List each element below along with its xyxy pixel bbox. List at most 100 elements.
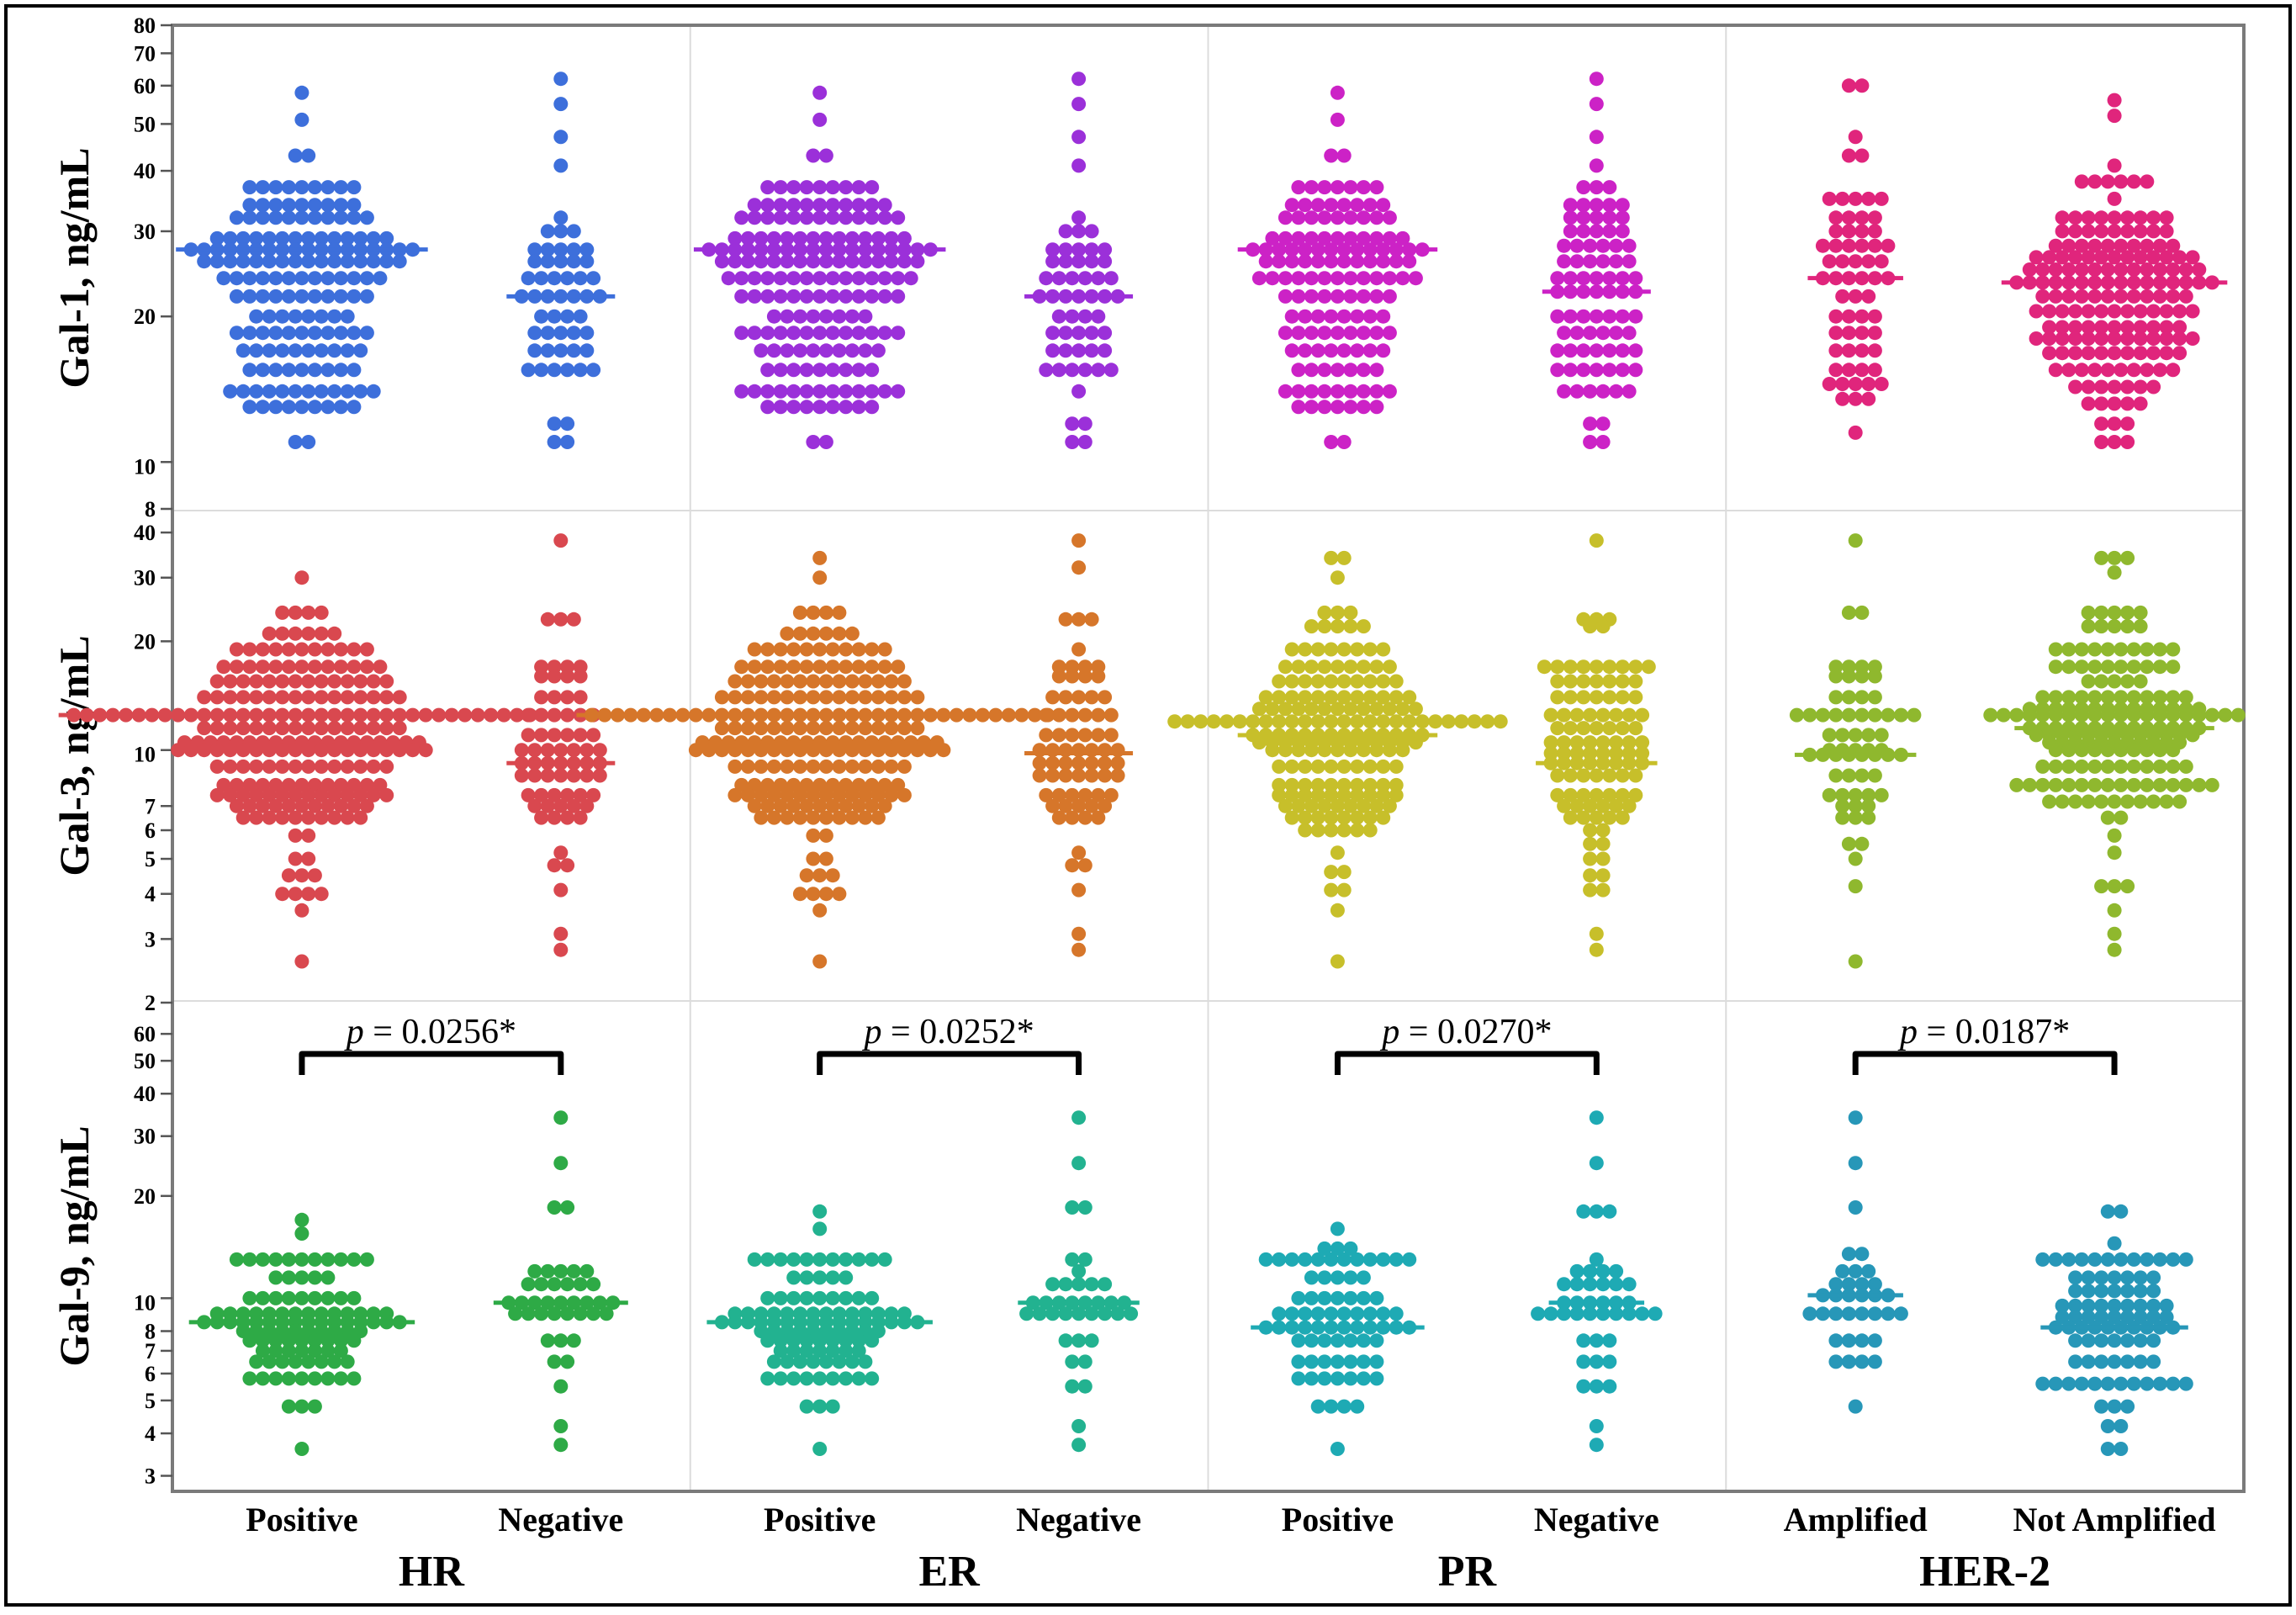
data-point [1310,810,1325,825]
data-point [255,271,270,286]
data-point [2087,690,2103,705]
data-point [825,384,840,399]
data-point [799,868,814,883]
data-point [1828,1333,1844,1348]
data-point [1595,254,1611,269]
data-point [1272,674,1287,689]
p-symbol: p [1379,1013,1399,1051]
data-point [1071,768,1087,783]
data-point [2120,1298,2135,1313]
data-point [1369,1354,1384,1369]
y-tick-label: 30 [134,566,156,590]
data-point [2172,320,2188,335]
data-point [2113,174,2129,189]
data-point [235,759,251,774]
data-point [2081,346,2096,361]
data-point [865,1333,880,1348]
data-point [799,1371,814,1386]
data-point [2055,224,2070,239]
data-point [812,570,828,585]
data-point [2100,810,2115,825]
data-point [1576,787,1591,802]
data-point [1848,879,1863,894]
data-point [799,198,814,213]
data-point [2126,707,2141,723]
data-point [1065,1379,1080,1394]
data-point [1045,254,1061,269]
data-point [1589,1252,1604,1267]
data-point [1848,377,1863,391]
data-point [1098,343,1113,358]
data-point [333,798,348,813]
data-point [1045,1306,1061,1321]
data-point [1324,674,1339,689]
data-point [347,642,362,657]
data-point [1304,384,1319,399]
data-point [2113,759,2129,774]
data-point [2061,1376,2076,1391]
data-point [1369,271,1384,286]
data-point [2159,250,2174,265]
data-point [1550,309,1565,324]
data-point [1828,669,1844,684]
data-point [1317,798,1332,813]
data-point [1382,210,1397,225]
data-point [2107,1298,2122,1313]
data-point [340,721,355,736]
data-point [2055,331,2070,346]
data-point [825,289,840,304]
data-point [1628,343,1643,358]
data-point [2048,238,2063,253]
data-point [1317,180,1332,195]
data-point [2166,262,2181,277]
data-point [249,743,264,758]
data-point [747,326,762,341]
data-point [405,743,421,758]
data-point [1265,230,1280,246]
data-point [2152,759,2167,774]
data-point [340,787,355,802]
data-point [2074,1376,2089,1391]
data-point [1441,714,1456,729]
y-tick-label: 5 [145,1389,156,1413]
y-tick-label: 20 [134,1184,156,1209]
data-point [832,721,847,736]
p-value-text: = 0.0252* [882,1013,1034,1051]
data-point [1336,1252,1352,1267]
data-point [2178,690,2193,705]
data-point [1278,289,1293,304]
data-point [1602,224,1617,239]
data-point [1324,309,1339,324]
data-point [2068,250,2083,265]
data-point [2146,1333,2161,1348]
data-point [1071,642,1087,657]
data-point [1362,254,1378,269]
data-point [1369,1371,1384,1386]
p-value-text: = 0.0187* [1918,1013,2070,1051]
data-point [2140,1252,2155,1267]
data-point [2113,1442,2129,1456]
y-tick-label: 8 [145,497,156,522]
data-point [812,210,828,225]
data-point [858,1354,873,1369]
y-tick-label: 7 [145,1339,156,1363]
data-point [1291,1371,1306,1386]
data-point [294,1442,309,1456]
data-point [2107,396,2122,411]
data-point [1310,642,1325,657]
data-point [2159,210,2174,225]
data-point [2107,1236,2122,1251]
data-point [275,309,290,324]
data-point [2107,605,2122,620]
data-point [1628,659,1643,675]
data-point [1110,755,1125,770]
data-point [540,743,555,758]
data-point [1589,674,1604,689]
data-point [1045,690,1061,705]
data-point [1602,690,1617,705]
data-point [858,787,873,802]
data-point [1395,271,1410,286]
data-point [1576,363,1591,378]
data-point [560,435,575,449]
data-point [1304,230,1319,246]
